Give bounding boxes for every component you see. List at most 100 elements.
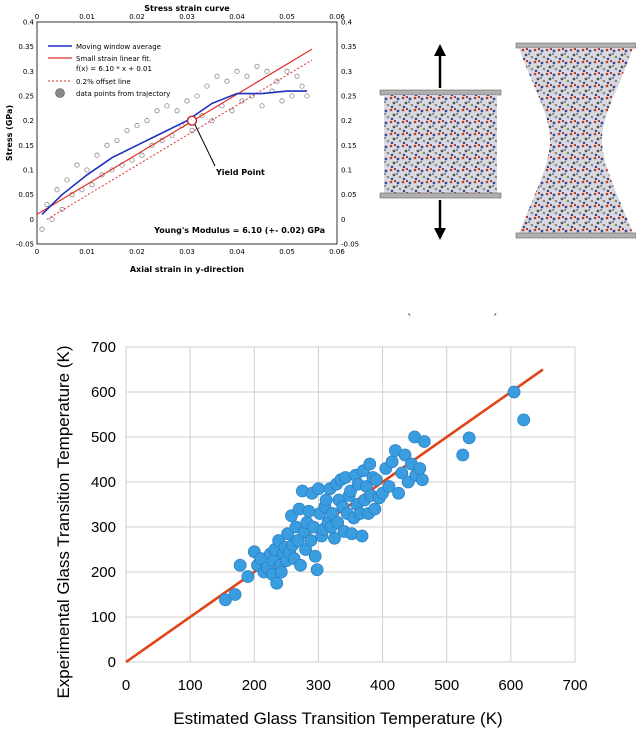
stress-y-tick-label-right: 0.4 [341,19,353,27]
stress-y-tick-label: 0.3 [23,68,34,76]
stress-data-point [194,93,200,99]
tg-data-point [308,549,322,563]
tg-data-point [382,480,396,493]
tg-x-tick-label: 700 [562,677,587,694]
stress-data-point [49,216,55,222]
stress-x-ticks-top: 0 0.01 0.02 0.03 0.04 0.05 0.06 [35,13,346,21]
tg-data-point [462,431,476,445]
stress-y-tick-label: -0.05 [16,241,34,249]
tg-data-point [281,527,295,541]
tg-data-point [507,385,521,399]
tg-x-ticks: 0 100 200 300 400 500 600 700 [122,677,588,694]
tg-data-point [369,473,383,487]
stress-data-point [224,78,230,84]
stress-x-tick-label-top: 0.01 [79,13,95,21]
stress-data-point [264,68,270,74]
legend-moving-avg: Moving window average [76,43,161,51]
stray-mark-left: ˋ [407,312,413,325]
yield-point-pointer [194,124,216,167]
stress-y-tick-label-right: 0.25 [341,93,357,101]
tg-x-tick-label: 300 [306,677,331,694]
tg-data-point [385,455,399,469]
stress-y-tick-label-right: 0.35 [341,43,357,51]
stress-data-point [244,73,250,79]
stress-strain-chart: Stress strain curve 0 0.01 0.02 0.03 0.04 0.0… [5,4,359,274]
tg-x-axis-label: Estimated Glass Transition Temperature (… [173,709,502,728]
legend-fit-equation: f(x) = 6.10 * x + 0.01 [76,65,152,73]
stress-y-axis-label: Stress (GPa) [5,105,14,161]
tg-grid [125,346,576,663]
tg-data-point [304,534,318,547]
stress-x-tick-label: 0.06 [329,248,345,256]
stress-data-point [284,68,290,74]
tg-data-point [368,502,382,516]
stress-data-point [74,162,80,168]
tg-data-point [415,473,429,487]
stress-data-point [94,152,100,158]
stress-x-tick-label: 0.03 [179,248,195,256]
upper-plate-left [379,89,502,96]
stress-data-point [104,142,110,148]
tg-x-tick-label: 100 [178,677,203,694]
linear-fit-line [36,48,313,215]
stress-data-point [204,83,210,89]
stray-mark-right: ˊ [492,312,498,325]
tg-data-point [294,558,307,572]
stress-y-ticks-left: -0.05 0 0.05 0.1 0.15 0.2 0.25 0.3 0.35 0.4 [16,19,35,249]
stress-data-point [304,93,310,99]
tg-x-tick-label: 0 [122,677,130,694]
stress-x-tick-label: 0.02 [129,248,145,256]
stress-plot-frame [36,21,338,245]
stress-y-tick-label-right: 0.2 [341,117,352,125]
stress-y-tick-label: 0.05 [18,191,34,199]
stress-data-point [229,108,235,114]
stress-data-point [299,83,305,89]
tg-y-tick-label: 0 [108,654,116,671]
tg-data-point [274,565,288,579]
stress-data-point [64,177,70,183]
tg-y-ticks: 0 100 200 300 400 500 600 700 [91,339,116,671]
stress-x-tick-label-top: 0 [35,13,39,21]
simulation-illustration [379,42,636,240]
stress-x-tick-label: 0.04 [229,248,245,256]
stretched-sample [519,48,633,233]
stress-data-point [59,206,65,213]
tg-data-point [456,448,470,462]
tg-data-point [219,593,232,607]
tg-data-point [241,570,255,583]
stress-x-tick-label: 0.05 [279,248,295,256]
stress-data-points [39,63,310,232]
tg-y-tick-label: 400 [91,474,116,491]
stress-data-point [279,98,285,104]
tg-y-tick-label: 500 [91,429,116,446]
stress-y-tick-label: 0 [30,216,34,224]
tg-y-tick-label: 600 [91,384,116,401]
moving-average-line [41,90,307,215]
stress-y-tick-label-right: 0.1 [341,167,352,175]
stress-y-tick-label-right: 0.05 [341,191,357,199]
stress-data-point [124,127,130,134]
tg-data-point [233,558,247,572]
stress-data-point [234,68,240,74]
tg-data-point [363,457,377,471]
stress-x-tick-label: 0.01 [79,248,95,256]
tg-x-tick-label: 200 [242,677,267,694]
tg-data-point [398,448,412,462]
tg-data-point [517,413,531,427]
stress-y-tick-label: 0.4 [23,19,35,27]
legend-points: data points from trajectory [76,90,170,98]
stress-x-tick-label: 0 [35,248,39,256]
stress-y-ticks-right: -0.05 0 0.05 0.1 0.15 0.2 0.25 0.3 0.35 0.4 [341,19,359,249]
stress-data-point [114,137,120,143]
arrow-head-down-icon [434,228,446,240]
stress-y-tick-label: 0.15 [18,142,34,150]
stress-x-axis-label: Axial strain in y-direction [130,265,245,274]
tg-y-tick-label: 700 [91,339,116,356]
stress-data-point [239,98,245,104]
tg-x-tick-label: 400 [370,677,395,694]
lower-plate-right [515,232,636,239]
unstretched-sample [384,95,497,193]
yield-point-label: Yield Point [215,168,265,177]
stress-data-point [39,226,45,232]
